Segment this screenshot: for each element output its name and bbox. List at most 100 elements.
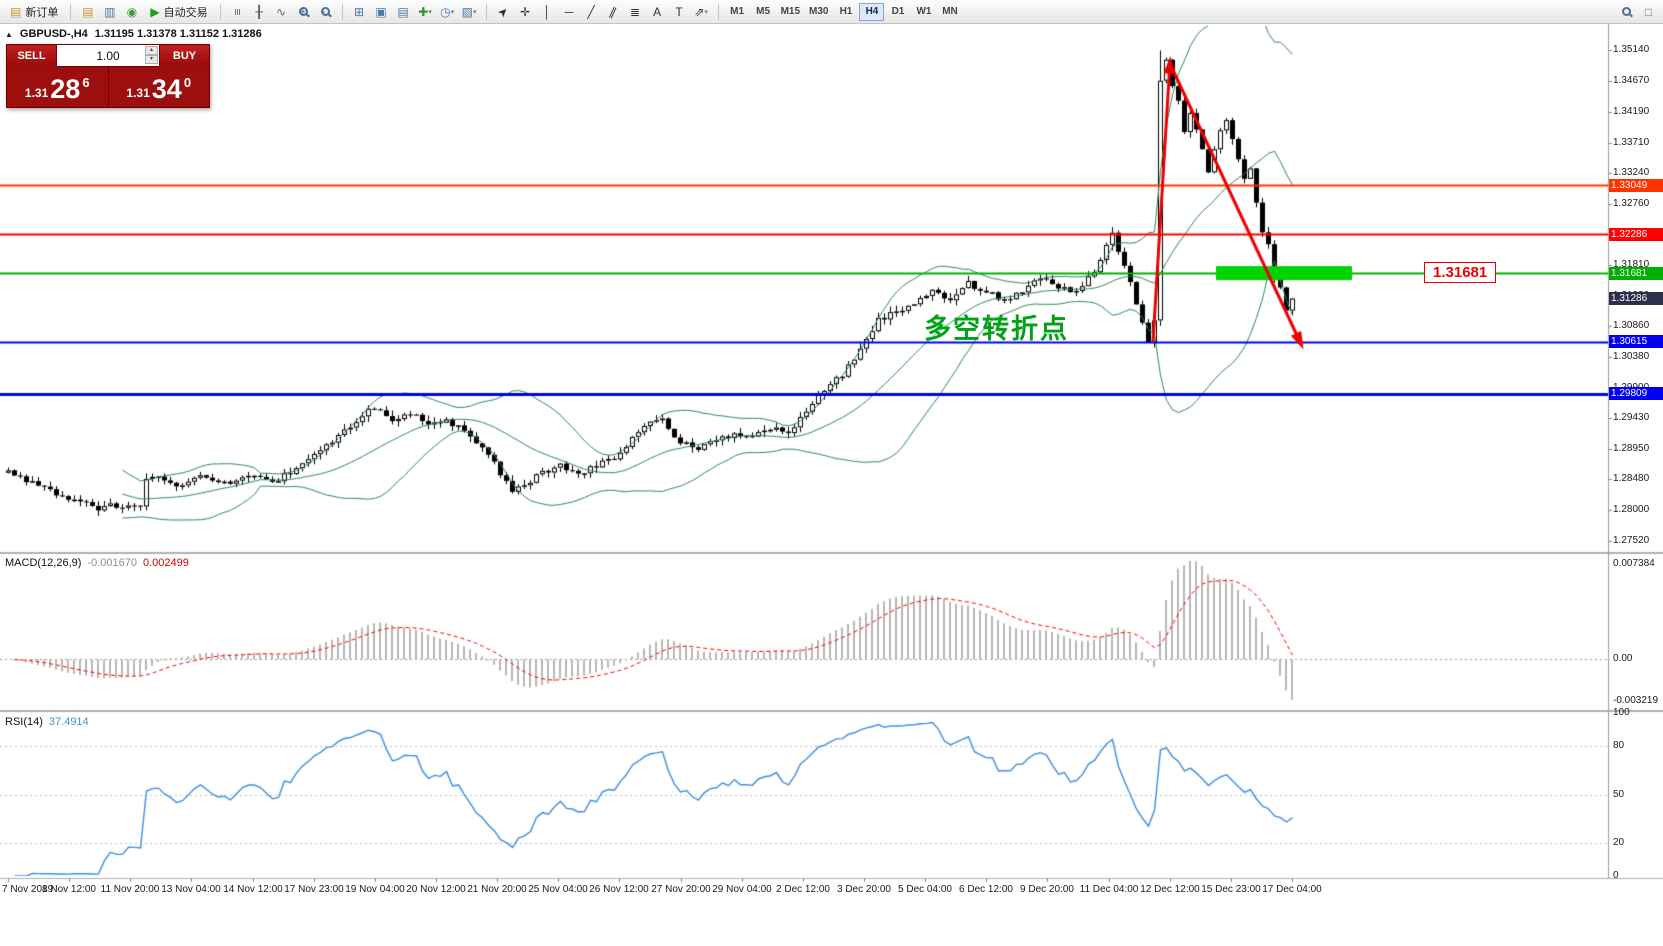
timeframe-button-mn[interactable]: MN [937,3,962,21]
time-axis-label: 19 Nov 04:00 [345,884,405,895]
zoom-out-icon: - [320,7,330,16]
timeframe-button-d1[interactable]: D1 [885,3,910,21]
crosshair-icon: ✛ [520,4,531,19]
timeframe-button-m15[interactable]: M15 [777,3,804,21]
rsi-axis-label: 100 [1613,707,1630,718]
volume-value: 1.00 [96,48,120,63]
timeframe-button-w1[interactable]: W1 [911,3,936,21]
periods-icon: ◷ [440,4,451,19]
price-axis-label: 1.33710 [1613,137,1650,148]
candlestick-chart-icon[interactable]: ╂ [249,2,270,22]
auto-trading-button[interactable]: ▶ 自动交易 [144,2,213,22]
sell-price[interactable]: 1.31 28 6 [7,67,108,107]
sell-price-pip: 6 [82,75,90,90]
arrange-windows-icon[interactable]: ▤ [393,2,414,22]
quick-help-icon[interactable]: □ [1638,2,1659,22]
toolbar-separator [341,3,343,20]
arrange-windows-icon: ▤ [397,4,409,19]
label-icon[interactable]: T [669,2,690,22]
macd-axis-label: -0.003219 [1613,695,1659,706]
timeframe-button-m1[interactable]: M1 [725,3,750,21]
price-axis-label: 1.33240 [1613,167,1650,178]
bar-chart-icon[interactable]: ≡ [227,2,248,22]
vertical-line-icon[interactable]: │ [537,2,558,22]
sell-price-big: 28 [50,74,81,105]
price-axis-label: 1.30860 [1613,320,1650,331]
templates-icon[interactable]: ▧ ▾ [459,2,480,22]
chart-canvas[interactable] [0,24,1663,946]
buy-button[interactable]: BUY [159,45,209,67]
time-axis-label: 20 Nov 12:00 [406,884,466,895]
time-axis-label: 15 Dec 23:00 [1201,884,1261,895]
quick-help-icon: □ [1644,4,1653,19]
volume-decrease-button[interactable]: ▾ [145,55,158,64]
community-icon[interactable]: ◉ [121,2,142,22]
time-axis-label: 25 Nov 04:00 [528,884,588,895]
zoom-out-icon[interactable]: - [315,2,336,22]
timeframe-button-m30[interactable]: M30 [805,3,832,21]
chart-text-annotation[interactable]: 多空转折点 [924,314,1069,344]
time-axis-label: 13 Nov 04:00 [161,884,221,895]
price-axis-label: 1.30380 [1613,351,1650,362]
toolbar-separator [717,3,719,20]
cascade-windows-icon: ▣ [375,4,387,19]
cursor-icon[interactable]: ➤ [493,2,514,22]
time-axis-label: 11 Nov 20:00 [100,884,160,895]
price-axis-label: 1.34670 [1613,75,1650,86]
cursor-icon: ➤ [494,2,512,21]
shapes-icon[interactable]: ⇗ ▾ [691,2,712,22]
time-axis-label: 17 Nov 23:00 [284,884,344,895]
time-axis-label: 8 Nov 12:00 [42,884,96,895]
new-order-icon: ▤ [10,4,22,19]
volume-field[interactable]: 1.00 ▴ ▾ [57,45,159,67]
timeframe-button-h4[interactable]: H4 [859,2,885,21]
crosshair-icon[interactable]: ✛ [515,2,536,22]
rsi-axis-label: 0 [1613,870,1619,881]
zoom-in-icon[interactable]: + [293,2,314,22]
time-axis-label: 27 Nov 20:00 [651,884,711,895]
timeframe-button-h1[interactable]: H1 [833,3,858,21]
horizontal-line-icon[interactable]: ─ [559,2,580,22]
time-axis-label: 12 Dec 12:00 [1140,884,1200,895]
charts-window-icon[interactable]: ▤ [77,2,98,22]
new-order-button[interactable]: ▤ 新订单 [4,2,64,22]
trendline-icon: ╱ [587,4,595,19]
volume-increase-button[interactable]: ▴ [145,46,158,55]
dropdown-arrow-icon: ▾ [704,8,708,16]
market-watch-icon[interactable]: ▥ [99,2,120,22]
search-icon[interactable] [1616,2,1637,22]
ohlc-values: 1.31195 1.31378 1.31152 1.31286 [94,28,262,40]
buy-price-big: 34 [151,74,182,105]
price-axis-label: 1.27520 [1613,535,1650,546]
indicators-icon[interactable]: ✚ ▾ [415,2,436,22]
fibonacci-icon: ≣ [630,4,641,19]
chart-window: ▲ GBPUSD-,H4 1.31195 1.31378 1.31152 1.3… [0,24,1663,946]
rsi-axis-label: 50 [1613,789,1625,800]
channel-icon[interactable]: ∥ [603,2,624,22]
time-axis-label: 2 Dec 12:00 [776,884,830,895]
price-axis-label: 1.32760 [1613,198,1650,209]
label-icon: T [675,4,683,19]
one-click-collapse-icon[interactable]: ▲ [5,29,13,39]
horizontal-line-icon: ─ [564,4,574,19]
trendline-icon[interactable]: ╱ [581,2,602,22]
buy-price[interactable]: 1.31 34 0 [107,67,210,107]
sell-button[interactable]: SELL [7,45,57,67]
rsi-axis-label: 20 [1613,837,1625,848]
macd-main-value: -0.001670 [87,557,137,569]
fibonacci-icon[interactable]: ≣ [625,2,646,22]
text-icon[interactable]: A [647,2,668,22]
price-callout-label[interactable]: 1.31681 [1424,262,1497,283]
time-axis-label: 5 Dec 04:00 [898,884,952,895]
line-chart-icon[interactable]: ∿ [271,2,292,22]
price-axis-label: 1.35140 [1613,44,1650,55]
macd-axis-label: 0.00 [1613,653,1633,664]
tile-windows-icon[interactable]: ⊞ [349,2,370,22]
timeframe-button-m5[interactable]: M5 [751,3,776,21]
indicators-icon: ✚ [418,4,429,19]
time-axis-label: 9 Dec 20:00 [1020,884,1074,895]
tile-windows-icon: ⊞ [354,4,365,19]
one-click-trading-panel: SELL 1.00 ▴ ▾ BUY 1.31 28 6 1.31 34 0 [6,44,210,108]
periods-icon[interactable]: ◷ ▾ [437,2,458,22]
cascade-windows-icon[interactable]: ▣ [371,2,392,22]
